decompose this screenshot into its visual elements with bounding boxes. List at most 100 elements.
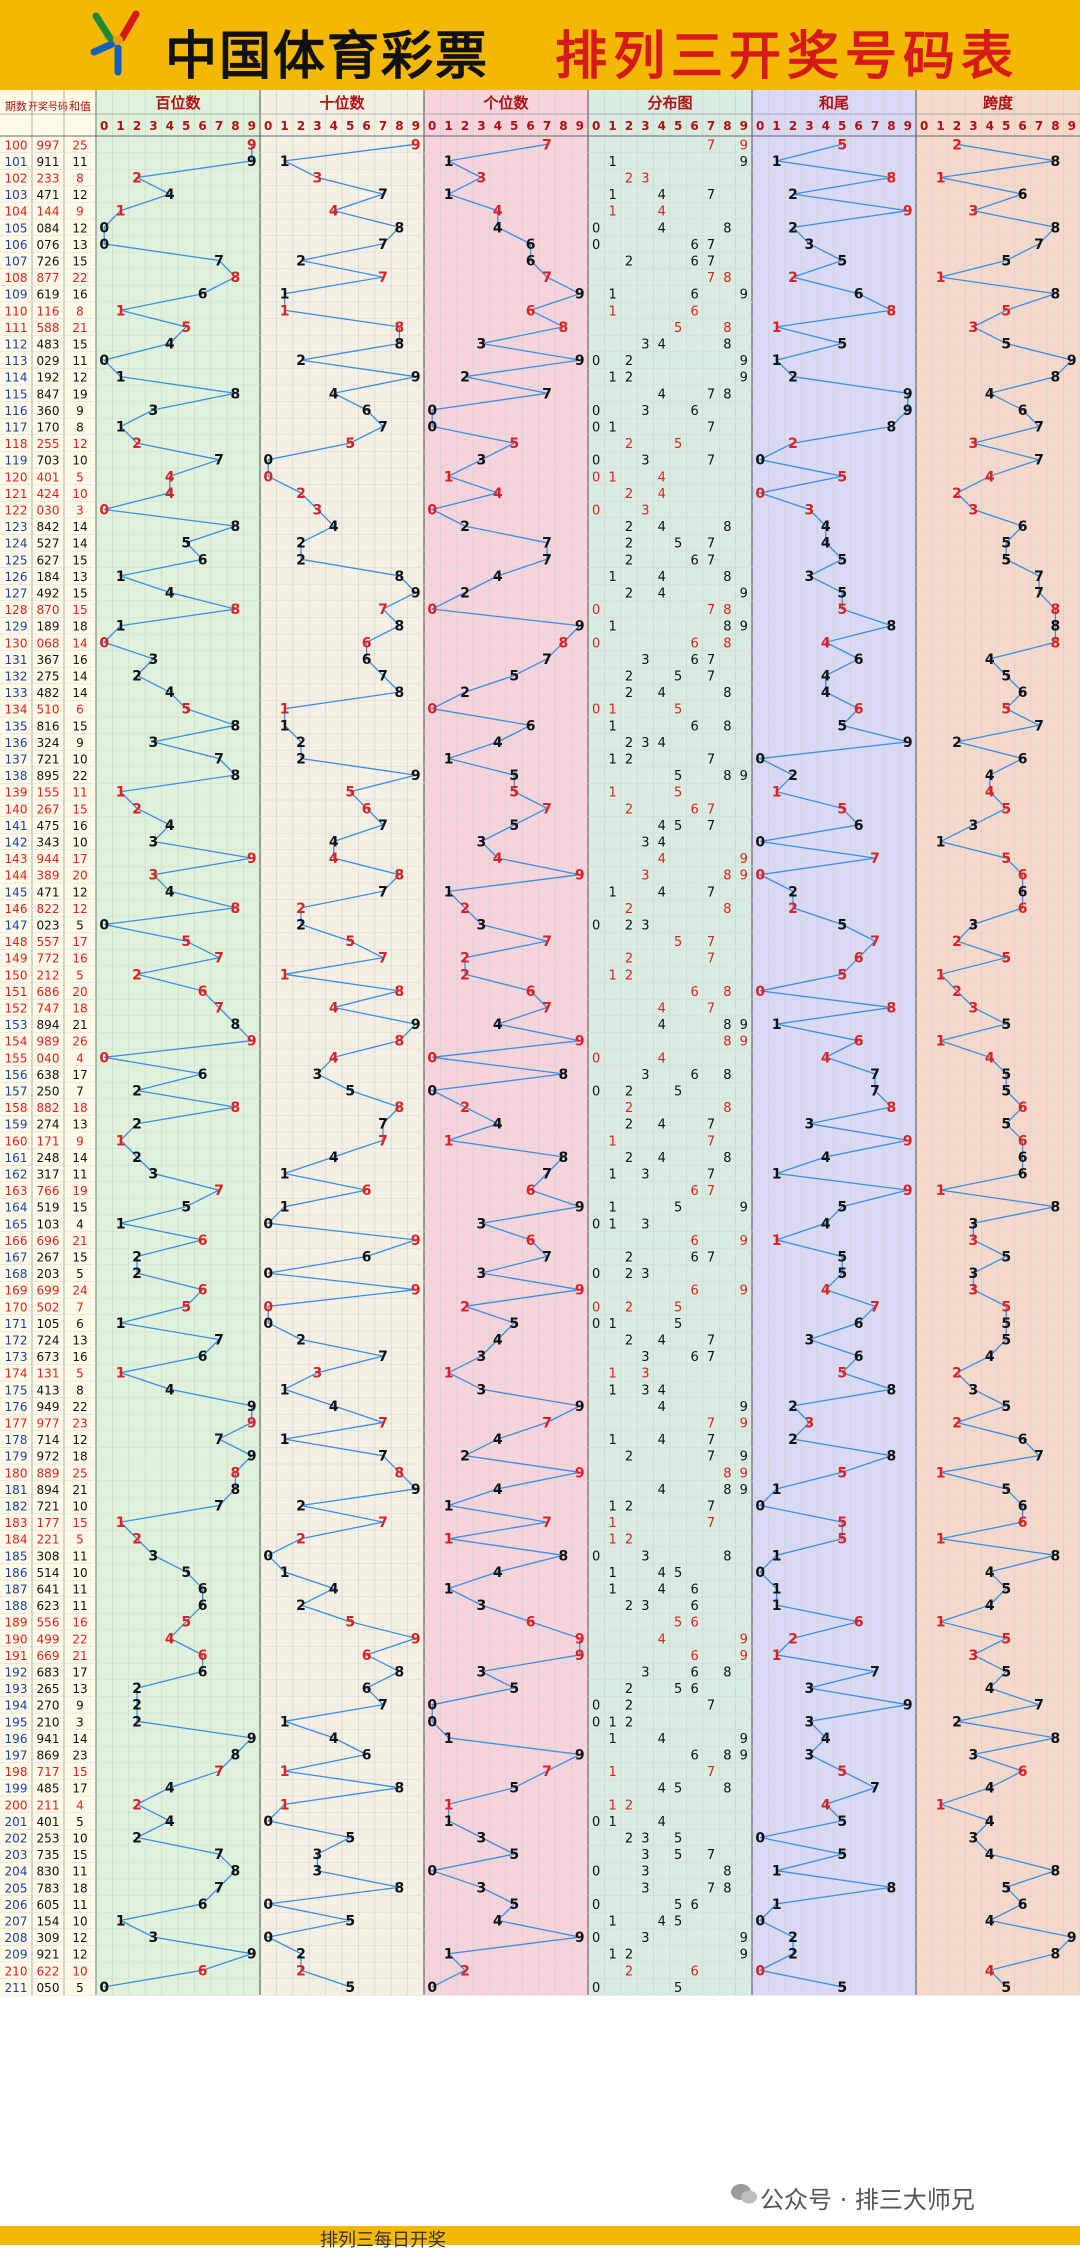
trend-point-span: 5: [1001, 536, 1011, 552]
trend-point-span: 7: [1034, 453, 1044, 469]
distribution-point: 2: [625, 1798, 633, 1813]
distribution-point: 0: [592, 454, 600, 469]
trend-point-ones: 1: [444, 1532, 454, 1548]
distribution-point: 1: [608, 1500, 616, 1515]
sum-value: 6: [76, 703, 84, 717]
trend-point-ones: 0: [427, 1980, 437, 1996]
distribution-point: 6: [690, 1251, 698, 1266]
distribution-point: 8: [723, 869, 731, 884]
draw-number: 275: [37, 670, 60, 684]
trend-point-ones: 5: [509, 1847, 519, 1863]
trend-point-span: 5: [1001, 254, 1011, 270]
trend-point-tens: 0: [263, 469, 273, 485]
trend-point-hundreds: 3: [149, 1548, 159, 1564]
trend-point-span: 1: [936, 1183, 946, 1199]
trend-point-ones: 5: [509, 1781, 519, 1797]
period-label: 203: [5, 1848, 28, 1862]
trend-point-hundreds: 0: [99, 1050, 109, 1066]
draw-number: 623: [37, 1599, 60, 1613]
trend-point-sum_tail: 2: [788, 370, 798, 386]
sum-value: 7: [76, 1300, 84, 1314]
watermark: 公众号 · 排三大师兄: [760, 2186, 975, 2214]
trend-point-ones: 6: [526, 303, 536, 319]
trend-point-span: 3: [969, 320, 979, 336]
distribution-point: 0: [592, 1549, 600, 1564]
distribution-point: 0: [592, 1085, 600, 1100]
distribution-point: 6: [690, 1649, 698, 1664]
trend-point-sum_tail: 1: [772, 1482, 782, 1498]
trend-point-hundreds: 8: [231, 768, 241, 784]
trend-point-tens: 7: [378, 1117, 388, 1133]
trend-point-ones: 1: [444, 1797, 454, 1813]
trend-point-tens: 0: [263, 1299, 273, 1315]
distribution-point: 8: [723, 719, 731, 734]
trend-point-tens: 9: [411, 1482, 421, 1498]
distribution-point: 1: [608, 1948, 616, 1963]
draw-number: 714: [37, 1433, 60, 1447]
trend-point-hundreds: 1: [116, 370, 126, 386]
trend-point-tens: 9: [411, 137, 421, 153]
trend-point-tens: 8: [395, 1100, 405, 1116]
digit-header-ones-1: 1: [444, 119, 452, 133]
distribution-point: 4: [658, 1400, 666, 1415]
distribution-point: 6: [690, 653, 698, 668]
trend-point-ones: 9: [575, 619, 585, 635]
distribution-point: 7: [707, 802, 715, 817]
trend-point-ones: 4: [493, 1482, 503, 1498]
sum-value: 22: [72, 1632, 87, 1646]
draw-number: 726: [37, 255, 60, 269]
distribution-point: 2: [625, 255, 633, 270]
trend-point-tens: 4: [329, 835, 339, 851]
sum-value: 15: [72, 1251, 87, 1265]
sum-value: 12: [72, 885, 87, 899]
trend-point-hundreds: 4: [165, 586, 175, 602]
trend-point-ones: 7: [542, 1001, 552, 1017]
distribution-point: 4: [658, 736, 666, 751]
sum-value: 21: [72, 321, 87, 335]
period-label: 119: [5, 454, 28, 468]
period-label: 131: [5, 653, 28, 667]
distribution-point: 9: [740, 869, 748, 884]
distribution-point: 1: [608, 1168, 616, 1183]
draw-number: 669: [37, 1649, 60, 1663]
trend-point-span: 3: [969, 818, 979, 834]
trend-point-span: 4: [985, 1681, 995, 1697]
draw-number: 103: [37, 1217, 60, 1231]
period-label: 113: [5, 354, 28, 368]
trend-point-hundreds: 7: [214, 752, 224, 768]
distribution-point: 7: [707, 653, 715, 668]
digit-header-ones-4: 4: [494, 119, 502, 133]
trend-point-hundreds: 9: [247, 1947, 257, 1963]
trend-point-tens: 0: [263, 1266, 273, 1282]
trend-point-tens: 6: [362, 1748, 372, 1764]
trend-point-sum_tail: 5: [837, 337, 847, 353]
sum-value: 5: [76, 968, 84, 982]
trend-point-tens: 8: [395, 1665, 405, 1681]
trend-point-span: 7: [1034, 569, 1044, 585]
trend-point-hundreds: 5: [181, 702, 191, 718]
distribution-point: 2: [625, 902, 633, 917]
distribution-point: 4: [658, 1483, 666, 1498]
draw-number: 989: [37, 1035, 60, 1049]
trend-point-span: 8: [1051, 619, 1061, 635]
draw-number: 622: [37, 1964, 60, 1978]
digit-header-ones-6: 6: [526, 119, 534, 133]
distribution-point: 5: [674, 786, 682, 801]
distribution-point: 7: [707, 1002, 715, 1017]
trend-point-sum_tail: 4: [821, 536, 831, 552]
period-label: 188: [5, 1599, 28, 1613]
distribution-point: 4: [658, 487, 666, 502]
digit-header-ones-2: 2: [461, 119, 469, 133]
trend-point-ones: 2: [460, 1299, 470, 1315]
lottery-name: 中国体育彩票: [165, 27, 490, 87]
distribution-point: 0: [592, 1051, 600, 1066]
sum-value: 11: [72, 1599, 87, 1613]
distribution-point: 2: [625, 1085, 633, 1100]
period-label: 158: [5, 1101, 28, 1115]
trend-point-ones: 6: [526, 237, 536, 253]
trend-point-tens: 7: [378, 1349, 388, 1365]
trend-point-tens: 3: [313, 171, 323, 187]
sum-value: 14: [72, 1151, 87, 1165]
sum-value: 9: [76, 1699, 84, 1713]
trend-point-hundreds: 3: [149, 652, 159, 668]
